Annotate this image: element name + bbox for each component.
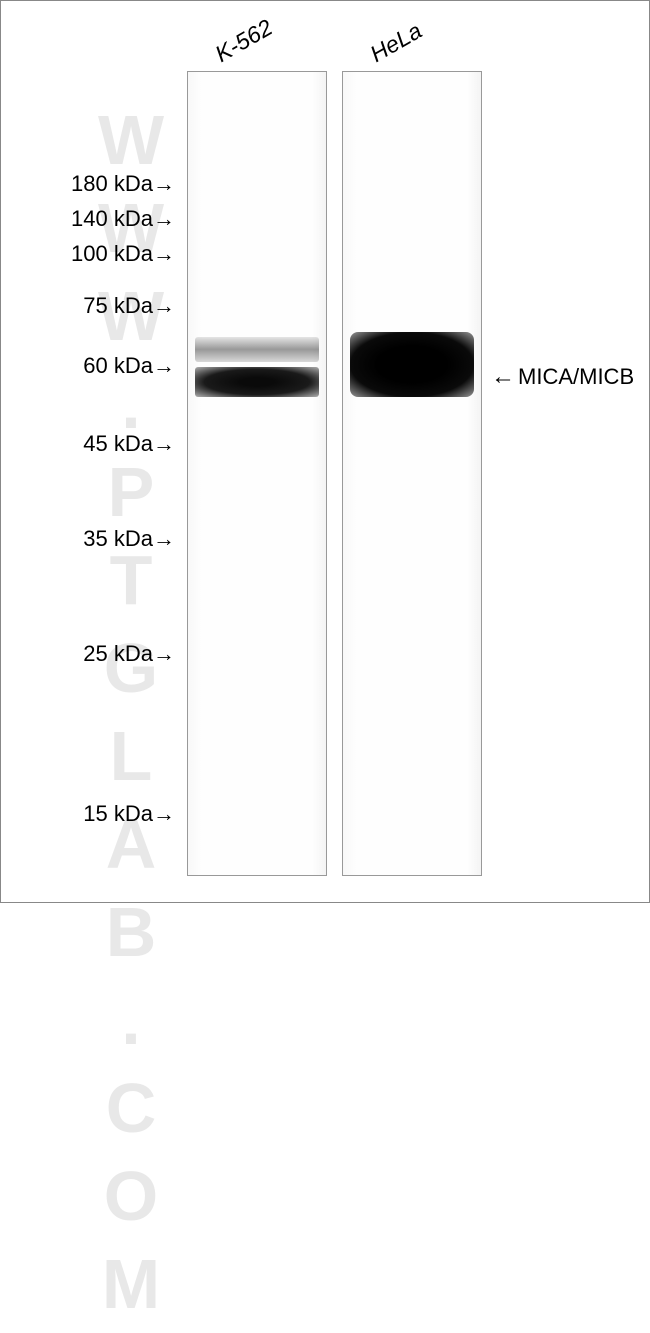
target-protein-annotation: ← MICA/MICB xyxy=(491,363,634,391)
lane-k562 xyxy=(187,71,327,876)
blot-lanes-area xyxy=(187,71,517,881)
mw-label-60: 60 kDa→ xyxy=(83,353,175,379)
arrow-left-icon: ← xyxy=(491,363,515,391)
lane-hela xyxy=(342,71,482,876)
mw-label-75: 75 kDa→ xyxy=(83,293,175,319)
mw-label-180: 180 kDa→ xyxy=(71,171,175,197)
mw-label-35: 35 kDa→ xyxy=(83,526,175,552)
mw-label-15: 15 kDa→ xyxy=(83,801,175,827)
band-k562-lower xyxy=(195,367,319,397)
blot-figure-container: WWW.PTGLAB.COM K-562 HeLa 180 kDa→ 140 k… xyxy=(0,0,650,903)
mw-label-140: 140 kDa→ xyxy=(71,206,175,232)
lane-labels-area: K-562 HeLa xyxy=(187,13,517,63)
band-hela-main xyxy=(350,332,474,397)
target-protein-label: MICA/MICB xyxy=(518,364,634,390)
band-k562-upper xyxy=(195,337,319,362)
lane-label-k562: K-562 xyxy=(211,14,278,68)
mw-label-100: 100 kDa→ xyxy=(71,241,175,267)
lane-label-hela: HeLa xyxy=(366,17,427,68)
mw-label-45: 45 kDa→ xyxy=(83,431,175,457)
mw-label-25: 25 kDa→ xyxy=(83,641,175,667)
molecular-weight-labels: 180 kDa→ 140 kDa→ 100 kDa→ 75 kDa→ 60 kD… xyxy=(1,71,181,881)
